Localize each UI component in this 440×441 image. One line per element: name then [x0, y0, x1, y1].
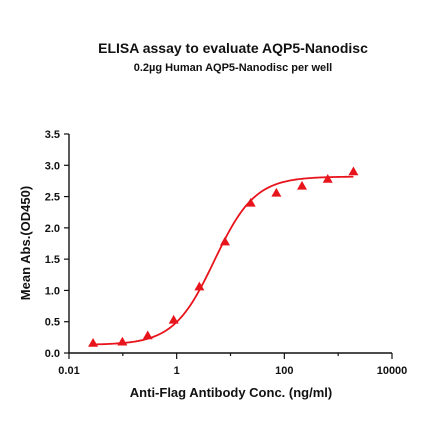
- data-point-triangle: [245, 197, 256, 207]
- chart-subtitle: 0.2µg Human AQP5-Nanodisc per well: [134, 62, 332, 74]
- plot-area: 0.0 0.5 1.0 1.5 2.0 2.5 3.0 3.5 0.01 1 100 10000: [45, 129, 408, 377]
- y-axis-label: Mean Abs.(OD450): [18, 186, 33, 300]
- y-tick-label: 3.5: [45, 129, 60, 141]
- x-axis-label: Anti-Flag Antibody Conc. (ng/ml): [130, 385, 332, 400]
- data-point-triangle: [168, 314, 179, 324]
- data-point-triangle: [117, 336, 128, 346]
- data-point-triangle: [271, 187, 282, 197]
- data-point-triangle: [142, 330, 153, 340]
- chart-title: ELISA assay to evaluate AQP5-Nanodisc: [98, 40, 368, 56]
- fit-curve: [93, 175, 354, 346]
- data-point-triangle: [88, 337, 99, 347]
- data-point-triangle: [194, 281, 205, 291]
- y-tick-label: 2.0: [45, 223, 60, 235]
- x-tick-label: 1: [174, 365, 180, 377]
- data-point-triangle: [322, 174, 333, 183]
- data-point-triangle: [348, 166, 359, 176]
- x-tick-label: 10000: [377, 365, 408, 377]
- y-tick-label: 1.0: [45, 285, 60, 297]
- data-point-triangle: [297, 180, 308, 190]
- x-tick-label: 100: [275, 365, 293, 377]
- y-tick-label: 3.0: [45, 160, 60, 172]
- data-point-triangle: [219, 236, 230, 246]
- y-tick-label: 0.5: [45, 317, 60, 329]
- y-tick-label: 0.0: [45, 348, 60, 360]
- y-tick-label: 2.5: [45, 192, 60, 204]
- y-tick-label: 1.5: [45, 254, 60, 266]
- x-tick-label: 0.01: [58, 365, 79, 377]
